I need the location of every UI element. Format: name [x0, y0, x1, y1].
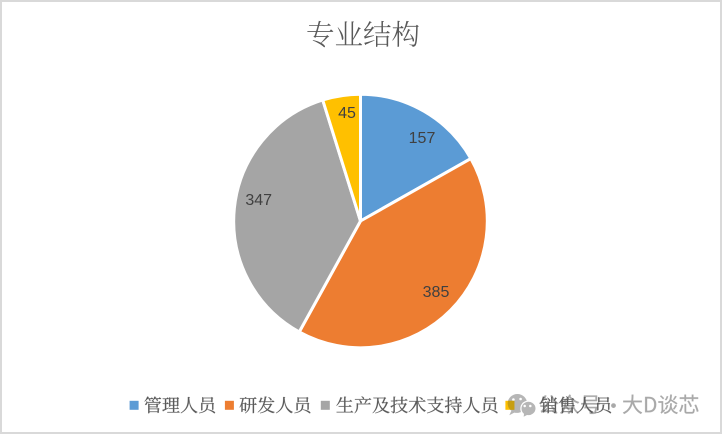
svg-text:347: 347: [245, 192, 272, 209]
svg-text:45: 45: [338, 105, 356, 122]
svg-text:157: 157: [409, 130, 436, 147]
svg-text:385: 385: [423, 284, 450, 301]
